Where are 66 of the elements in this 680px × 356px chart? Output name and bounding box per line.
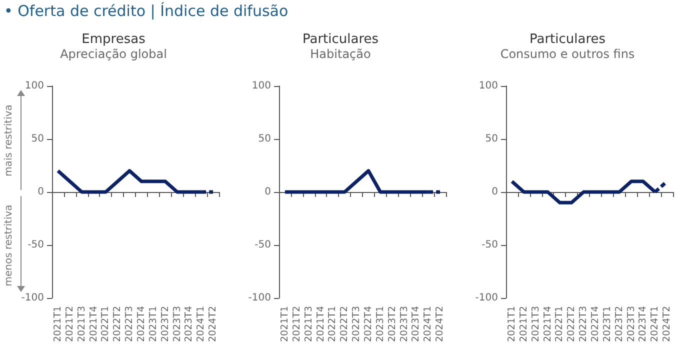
x-tick-label: 2021T4 <box>88 306 100 342</box>
x-tick-label: 2021T3 <box>530 306 542 342</box>
x-tick-label: 2024T2 <box>434 306 446 342</box>
x-tick-label: 2022T3 <box>351 306 362 342</box>
y-tick-label: -50 <box>28 240 44 250</box>
text: menos restritiva <box>3 204 14 286</box>
x-tick-label: 2023T3 <box>398 306 410 342</box>
y-tick-label: -100 <box>21 292 44 304</box>
y-tick-label: 0 <box>38 186 44 198</box>
y-tick-label: -100 <box>475 292 498 304</box>
x-tick-label: 2022T3 <box>578 306 590 342</box>
y-tick-label: 100 <box>252 80 271 92</box>
x-tick-label: 2022T4 <box>362 306 374 342</box>
chart-title: Empresas <box>82 32 146 47</box>
chart-subtitle: Consumo e outros fins <box>500 47 635 61</box>
x-tick-label: 2021T1 <box>506 306 518 342</box>
y-tick-label: -50 <box>254 240 271 250</box>
x-tick-label: 2021T3 <box>303 306 314 342</box>
x-tick-label: 2021T2 <box>64 306 76 342</box>
x-tick-label: 2024T1 <box>650 306 661 342</box>
x-tick-label: 2021T1 <box>279 306 290 342</box>
x-tick-label: 2021T3 <box>76 306 88 342</box>
y-tick-label: -50 <box>482 240 498 250</box>
y-tick-label: 0 <box>264 186 271 198</box>
x-tick-label: 2024T1 <box>196 306 207 342</box>
text: mais restritiva <box>3 104 14 176</box>
y-tick-label: 100 <box>24 80 44 92</box>
x-tick-label: 2022T3 <box>124 306 136 342</box>
x-tick-label: 2022T1 <box>100 306 112 342</box>
y-tick-label: 100 <box>478 80 498 92</box>
chart-subtitle: Apreciação global <box>60 47 167 61</box>
text: • Oferta de crédito | Índice de difusão <box>4 2 288 20</box>
x-tick-label: 2022T4 <box>136 306 147 342</box>
x-tick-label: 2024T1 <box>422 306 434 342</box>
x-tick-label: 2022T1 <box>554 306 566 342</box>
x-tick-label: 2023T3 <box>626 306 637 342</box>
chart-subtitle: Habitação <box>310 47 371 61</box>
x-tick-label: 2022T2 <box>566 306 578 342</box>
x-tick-label: 2024T2 <box>662 306 673 342</box>
x-tick-label: 2023T4 <box>638 306 649 342</box>
y-tick-label: 50 <box>31 134 44 144</box>
x-tick-label: 2021T1 <box>52 306 64 342</box>
x-tick-label: 2021T4 <box>542 306 554 342</box>
x-tick-label: 2023T1 <box>602 306 613 342</box>
x-tick-label: 2024T2 <box>208 306 219 342</box>
x-tick-label: 2021T4 <box>315 306 326 342</box>
y-tick-label: 0 <box>492 186 498 198</box>
y-tick-label: -100 <box>248 292 271 304</box>
y-tick-label: 50 <box>258 134 271 144</box>
x-tick-label: 2023T2 <box>160 306 171 342</box>
x-tick-label: 2023T1 <box>374 306 386 342</box>
x-tick-label: 2021T2 <box>291 306 302 342</box>
x-tick-label: 2021T2 <box>518 306 530 342</box>
x-tick-label: 2022T4 <box>590 306 601 342</box>
y-tick-label: 50 <box>485 134 498 144</box>
x-tick-label: 2022T2 <box>339 306 350 342</box>
x-tick-label: 2023T4 <box>410 306 422 342</box>
chart-title: Particulares <box>529 32 606 47</box>
x-tick-label: 2023T1 <box>148 306 159 342</box>
x-tick-label: 2023T3 <box>172 306 183 342</box>
x-tick-label: 2023T2 <box>614 306 625 342</box>
x-tick-label: 2023T2 <box>386 306 398 342</box>
x-tick-label: 2023T4 <box>184 306 195 342</box>
chart-title: Particulares <box>302 32 379 47</box>
x-tick-label: 2022T1 <box>327 306 338 342</box>
x-tick-label: 2022T2 <box>112 306 124 342</box>
